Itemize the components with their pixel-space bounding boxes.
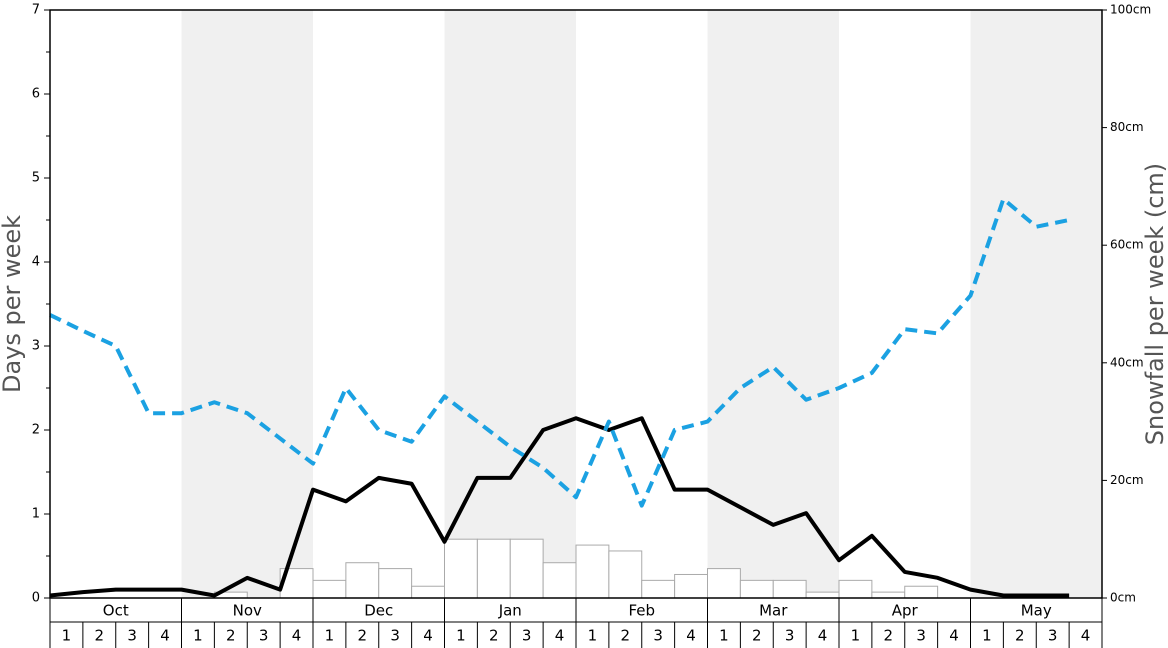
x-tick-label: 3 [390, 627, 400, 645]
x-tick-label: 1 [456, 627, 466, 645]
y-tick-label: 2 [32, 423, 40, 438]
x-tick-label: 1 [325, 627, 335, 645]
line [49, 416, 1070, 598]
x-tick-label: 1 [588, 627, 598, 645]
x-tick-label: 1 [62, 627, 72, 645]
x-tick-label: 4 [555, 627, 565, 645]
month-label: Oct [103, 602, 129, 620]
bar [641, 579, 676, 599]
y2-tick-label: 60cm [1110, 238, 1144, 252]
month-label: Jan [498, 602, 522, 620]
month-shade [970, 10, 1102, 598]
month-shade [444, 10, 576, 598]
x-tick-label: 4 [160, 627, 170, 645]
month-shade [707, 10, 839, 598]
y-tick-label: 7 [32, 3, 40, 18]
x-tick-label: 1 [193, 627, 203, 645]
bar [378, 568, 413, 599]
x-tick-label: 2 [489, 627, 499, 645]
bar [739, 579, 774, 599]
bar [509, 538, 544, 599]
bar [575, 544, 610, 599]
bar [674, 573, 708, 599]
month-label: Feb [628, 602, 655, 620]
bar [345, 562, 380, 599]
y-tick-label: 5 [32, 171, 40, 186]
x-tick-label: 2 [621, 627, 631, 645]
x-tick-label: 3 [259, 627, 269, 645]
x-tick-label: 4 [949, 627, 959, 645]
y-tick-label: 4 [32, 255, 40, 270]
month-label: Dec [364, 602, 393, 620]
y2-tick-label: 40cm [1110, 355, 1144, 369]
y-tick-label: 6 [32, 87, 40, 102]
x-tick-label: 4 [292, 627, 302, 645]
bar [805, 591, 840, 599]
bar [871, 591, 906, 599]
bar [772, 579, 807, 599]
x-tick-label: 4 [423, 627, 433, 645]
y2-tick-label: 80cm [1110, 120, 1144, 134]
y2-axis-title: Snowfall per week (cm) [1141, 163, 1168, 445]
x-tick-label: 2 [1015, 627, 1025, 645]
line [49, 197, 1070, 508]
bar [444, 538, 478, 599]
bar [707, 568, 741, 599]
y-axis-title: Days per week [0, 215, 26, 393]
x-tick-label: 4 [1081, 627, 1091, 645]
bar [476, 538, 511, 599]
x-tick-label: 1 [982, 627, 992, 645]
x-tick-label: 3 [1048, 627, 1058, 645]
bar [542, 562, 577, 599]
month-label: Mar [759, 602, 788, 620]
x-tick-label: 2 [95, 627, 105, 645]
bar [838, 579, 873, 599]
x-tick-label: 4 [686, 627, 696, 645]
x-tick-label: 4 [818, 627, 828, 645]
bar [411, 585, 445, 599]
x-tick-label: 1 [851, 627, 861, 645]
bar [608, 550, 643, 599]
y-tick-label: 0 [32, 591, 40, 606]
x-tick-label: 3 [785, 627, 795, 645]
y-tick-label: 3 [32, 339, 40, 354]
x-tick-label: 2 [884, 627, 894, 645]
x-tick-label: 1 [719, 627, 729, 645]
x-tick-label: 3 [127, 627, 137, 645]
month-label: Apr [892, 602, 919, 620]
x-tick-label: 2 [358, 627, 368, 645]
x-tick-label: 3 [522, 627, 532, 645]
y2-tick-label: 0cm [1110, 591, 1136, 605]
bar [904, 585, 939, 599]
month-label: Nov [233, 602, 262, 620]
month-shade [181, 10, 313, 598]
x-tick-label: 3 [653, 627, 663, 645]
bar [312, 579, 347, 599]
x-tick-label: 3 [916, 627, 926, 645]
y2-tick-label: 100cm [1110, 3, 1151, 17]
x-tick-label: 2 [752, 627, 762, 645]
y2-tick-label: 20cm [1110, 473, 1144, 487]
x-tick-label: 2 [226, 627, 236, 645]
month-label: May [1021, 602, 1052, 620]
y-tick-label: 1 [32, 507, 40, 522]
